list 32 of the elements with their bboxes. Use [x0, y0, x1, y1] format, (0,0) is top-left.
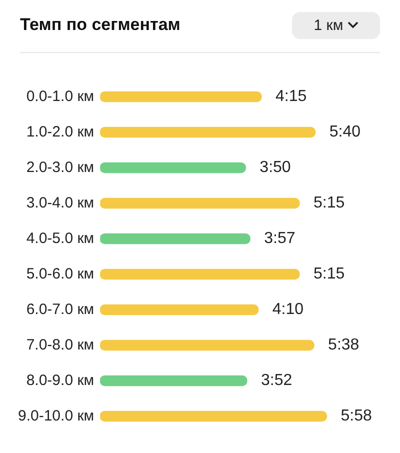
y-tick-label: 1.0-2.0 км — [26, 123, 94, 140]
y-tick-label: 8.0-9.0 км — [26, 372, 94, 389]
bar — [100, 375, 248, 386]
data-label: 3:50 — [260, 159, 291, 176]
y-tick-label: 2.0-3.0 км — [26, 158, 94, 176]
bar — [100, 198, 300, 209]
data-label: 4:15 — [276, 88, 307, 106]
data-label: 5:15 — [314, 266, 345, 283]
y-tick-label: 3.0-4.0 км — [26, 194, 94, 212]
bar — [100, 268, 300, 280]
data-label: 5:58 — [340, 408, 372, 425]
dropdown: 1 км — [292, 12, 380, 39]
data-label: 4:10 — [272, 301, 304, 318]
y-tick-label: 4.0-5.0 км — [26, 230, 94, 247]
bar — [100, 162, 246, 174]
data-label: 5:38 — [328, 336, 360, 354]
data-label: 3:52 — [260, 372, 292, 390]
bar — [100, 233, 250, 244]
data-label: 3:57 — [264, 230, 296, 248]
bar — [100, 410, 328, 422]
data-label: 5:40 — [329, 124, 361, 141]
bar — [100, 304, 259, 316]
bar — [100, 126, 316, 138]
data-label: 5:15 — [314, 194, 345, 212]
y-tick-label: 7.0-8.0 км — [26, 336, 94, 354]
chart-title: Темп по сегментам — [20, 15, 180, 35]
y-tick-label: 9.0-10.0 км — [18, 407, 94, 424]
bar — [100, 91, 262, 102]
bar — [100, 340, 314, 351]
y-tick-label: 0.0-1.0 км — [26, 88, 94, 105]
y-tick-label: 6.0-7.0 км — [26, 300, 94, 318]
y-tick-label: 5.0-6.0 км — [26, 265, 94, 282]
